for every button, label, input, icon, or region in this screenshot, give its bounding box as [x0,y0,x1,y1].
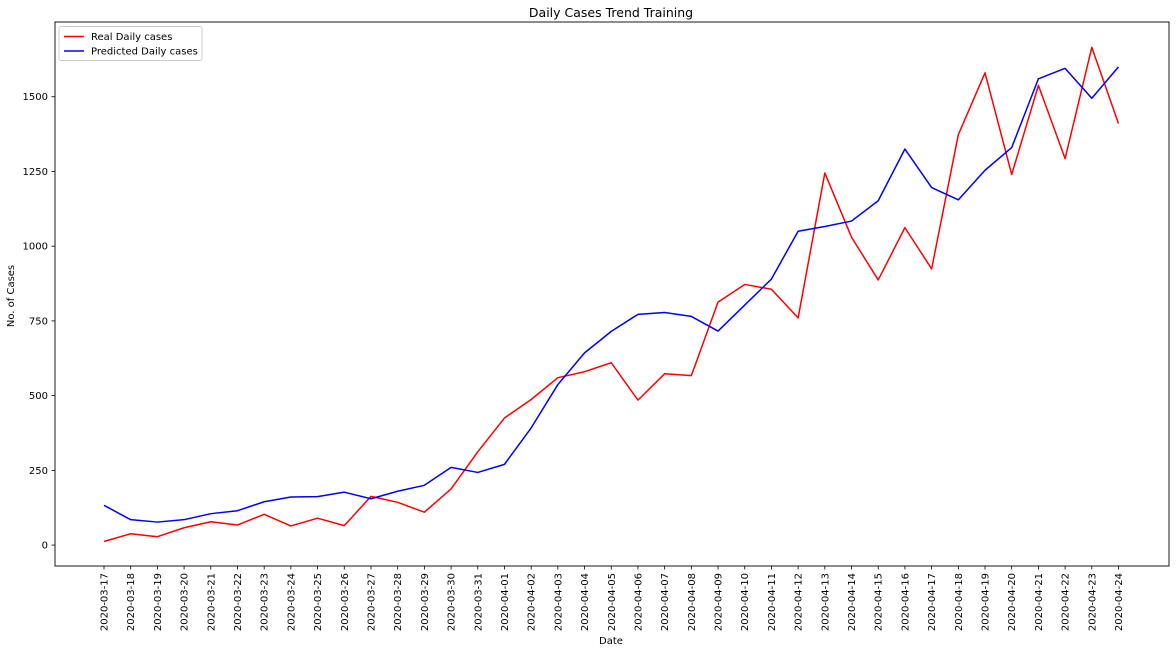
x-tick-label: 2020-04-20 [1007,573,1018,631]
x-tick-label: 2020-04-03 [553,573,564,631]
x-tick-label: 2020-04-11 [767,573,778,631]
legend-label-real: Real Daily cases [91,32,172,43]
x-tick-label: 2020-03-29 [420,573,431,631]
x-tick-label: 2020-04-17 [927,573,938,631]
legend: Real Daily cases Predicted Daily cases [58,26,203,61]
x-tick-label: 2020-03-28 [393,573,404,631]
x-tick-label: 2020-04-14 [847,573,858,631]
x-tick-label: 2020-04-21 [1034,573,1045,631]
x-tick-label: 2020-03-24 [286,573,297,631]
x-tick-label: 2020-04-05 [607,573,618,631]
x-tick-label: 2020-04-23 [1087,573,1098,631]
y-tick-label: 1500 [23,92,48,103]
x-tick-label: 2020-04-09 [714,573,725,631]
y-tick-label: 1250 [23,167,48,178]
x-tick-label: 2020-03-21 [206,573,217,631]
x-tick-label: 2020-03-26 [340,573,351,631]
x-tick-label: 2020-03-23 [260,573,271,631]
y-tick-label: 1000 [23,242,48,253]
x-axis-label: Date [599,636,623,647]
x-tick-label: 2020-04-16 [900,573,911,631]
series-line-real [103,46,1120,543]
axis-ticks: 0 250 500 750 1000 1250 1500 2020-03-17 2020-03-… [23,92,1125,631]
x-tick-label: 2020-03-17 [100,573,111,631]
x-tick-label: 2020-03-27 [366,573,377,631]
y-tick-label: 0 [42,541,48,552]
x-tick-label: 2020-04-19 [981,573,992,631]
x-tick-label: 2020-03-18 [126,573,137,631]
x-tick-label: 2020-04-22 [1061,573,1072,631]
x-tick-label: 2020-04-24 [1114,573,1125,631]
x-tick-label: 2020-04-06 [633,573,644,631]
legend-box [58,26,203,61]
x-tick-label: 2020-04-13 [820,573,831,631]
x-tick-label: 2020-03-22 [233,573,244,631]
x-tick-label: 2020-03-31 [473,573,484,631]
plot-frame [54,21,1170,567]
legend-label-predicted: Predicted Daily cases [91,47,198,58]
x-tick-label: 2020-03-25 [313,573,324,631]
x-tick-label: 2020-04-12 [794,573,805,631]
x-tick-label: 2020-04-07 [660,573,671,631]
x-tick-label: 2020-04-18 [954,573,965,631]
y-axis-label: No. of Cases [6,265,17,327]
y-tick-label: 250 [29,466,48,477]
series-line-predicted [103,66,1120,523]
x-tick-label: 2020-04-04 [580,573,591,631]
series-layer [103,46,1120,543]
x-tick-label: 2020-04-10 [740,573,751,631]
x-tick-label: 2020-03-19 [153,573,164,631]
y-tick-label: 750 [29,316,48,327]
y-tick-label: 500 [29,391,48,402]
x-tick-label: 2020-03-30 [447,573,458,631]
x-tick-label: 2020-03-20 [180,573,191,631]
x-tick-label: 2020-04-08 [687,573,698,631]
x-tick-label: 2020-04-02 [527,573,538,631]
x-tick-label: 2020-04-15 [874,573,885,631]
x-tick-label: 2020-04-01 [500,573,511,631]
chart-title: Daily Cases Trend Training [529,5,693,20]
